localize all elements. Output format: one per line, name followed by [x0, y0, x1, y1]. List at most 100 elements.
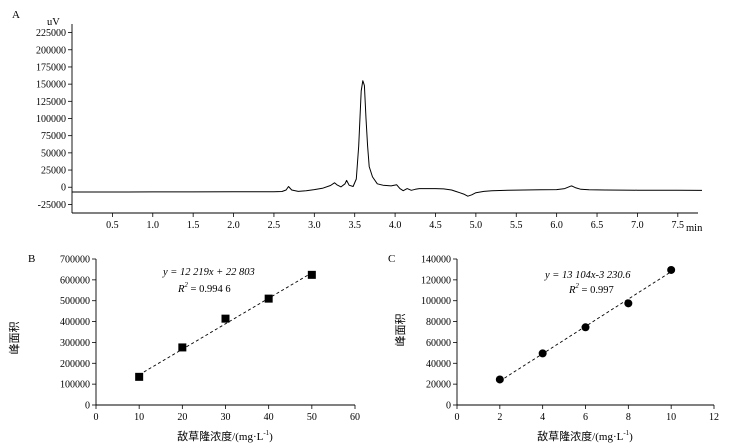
panel-c-y-tick-label: 60000: [426, 338, 451, 349]
panel-c-x-tick-label: 6: [583, 412, 588, 423]
panel-b-trendline: [138, 272, 313, 376]
panel-b-y-tick-label: 400000: [60, 317, 90, 328]
panel-b-x-tick-label: 40: [264, 412, 274, 423]
panel-c-y-tick-label: 40000: [426, 359, 451, 370]
panel-b-x-tick-label: 30: [221, 412, 231, 423]
panel-a-y-tick-label: 150000: [36, 80, 66, 91]
panel-b-r2-label: R: [177, 284, 185, 295]
panel-a-x-tick-label: 7.0: [631, 220, 644, 231]
panel-a-y-tick-label: 75000: [41, 131, 66, 142]
panel-b-trendline-line: [138, 272, 313, 376]
panel-a-x-tick-label: 6.5: [591, 220, 604, 231]
panel-c-calibration: C 140000 120000 100000 80000 60000 40000 20000…: [388, 253, 719, 443]
panel-b-calibration: B 700000 600000 500000 400000 300000 200000 10…: [8, 253, 360, 443]
panel-a-series-line: [72, 80, 703, 197]
panel-b-x-tick-label: 60: [350, 412, 360, 423]
panel-a-x-tick-label: 7.5: [672, 220, 685, 231]
panel-a-y-tick-label: 225000: [36, 28, 66, 39]
panel-c-y-tick-label: 20000: [426, 380, 451, 391]
panel-a-series: [72, 80, 703, 197]
panel-a-x-tick-label: 4.5: [429, 220, 442, 231]
panel-b-y-tick-label: 100000: [60, 380, 90, 391]
panel-a-y-tick-label: 175000: [36, 62, 66, 73]
panel-b-x-tick-label: 50: [307, 412, 317, 423]
panel-a-x-tick-label: 2.0: [227, 220, 240, 231]
panel-c-r2-sup: 2: [575, 282, 579, 290]
panel-b-label: B: [28, 253, 35, 265]
panel-a-y-tick-label: 200000: [36, 45, 66, 56]
panel-a-y-unit: uV: [47, 17, 60, 28]
panel-c-data-point: [581, 323, 590, 332]
panel-c-ylabel: 峰面积: [394, 314, 407, 347]
panel-a-x-tick-label: 5.5: [510, 220, 523, 231]
panel-b-x-tick-label: 20: [177, 412, 187, 423]
panel-c-xlabel-close: ): [629, 431, 633, 443]
panel-b-r2-value: = 0.994 6: [188, 284, 231, 295]
panel-c-data-point: [538, 349, 547, 358]
panel-c-x-tick-label: 8: [626, 412, 631, 423]
panel-b-data-point: [307, 270, 316, 279]
panel-c-xlabel-cn: 敌草隆浓度/: [537, 429, 596, 443]
panel-c-y-tick-label: 140000: [421, 255, 451, 266]
panel-a-y-tick-label: 100000: [36, 114, 66, 125]
panel-c-r2-value: = 0.997: [579, 285, 614, 296]
panel-b-xlabel-close: ): [269, 431, 273, 443]
panel-b-xlabel: 敌草隆浓度/(mg·L-1): [177, 429, 273, 443]
panel-c-equation: y = 13 104x-3 230.6: [544, 270, 631, 281]
panel-a-label: A: [12, 9, 20, 21]
panel-c-y-tick-label: 0: [446, 401, 451, 412]
panel-a-x-tick-label: 4.0: [389, 220, 402, 231]
panel-b-y-ticks: 700000 600000 500000 400000 300000 200000 1000…: [60, 255, 96, 412]
panel-a-y-tick-label: -25000: [38, 200, 66, 211]
panel-a-chromatogram: A uV min 225000 200000 175000 150000 125000 1…: [12, 9, 703, 234]
panel-c-y-tick-label: 120000: [421, 275, 451, 286]
panel-c-x-tick-label: 4: [540, 412, 545, 423]
panel-a-x-unit: min: [686, 223, 703, 234]
panel-c-x-tick-label: 2: [497, 412, 502, 423]
panel-b-y-tick-label: 300000: [60, 338, 90, 349]
panel-b-y-tick-label: 0: [85, 401, 90, 412]
panel-c-y-ticks: 140000 120000 100000 80000 60000 40000 20000 0: [421, 255, 457, 412]
panel-a-x-tick-label: 6.0: [550, 220, 563, 231]
panel-a-y-tick-label: 125000: [36, 97, 66, 108]
panel-c-xlabel-sup: -1: [623, 429, 629, 437]
panel-c-y-tick-label: 100000: [421, 296, 451, 307]
panel-a-y-ticks: 225000 200000 175000 150000 125000 100000 7500…: [36, 28, 72, 211]
panel-c-data-point: [624, 299, 633, 308]
panel-b-data-point: [264, 294, 273, 303]
panel-b-data-point: [178, 343, 187, 352]
panel-a-y-tick-label: 50000: [41, 148, 66, 159]
panel-b-y-tick-label: 200000: [60, 359, 90, 370]
panel-b-equation: y = 12 219x + 22 803: [162, 267, 255, 278]
panel-b-r2: R2 = 0.994 6: [177, 281, 231, 295]
panel-a-axes: [71, 24, 698, 214]
panel-b-y-tick-label: 700000: [60, 255, 90, 266]
panel-a-x-tick-label: 3.5: [348, 220, 361, 231]
panel-b-ylabel: 峰面积: [8, 322, 21, 355]
panel-b-xlabel-unit: (mg·L: [235, 431, 263, 443]
panel-b-points: [135, 270, 316, 381]
panel-a-x-tick-label: 1.0: [147, 220, 160, 231]
panel-b-xlabel-sup: -1: [263, 429, 269, 437]
panel-b-x-tick-label: 10: [134, 412, 144, 423]
panel-b-y-tick-label: 500000: [60, 296, 90, 307]
panel-a-x-ticks: 0.5 1.0 1.5 2.0 2.5 3.0 3.5 4.0 4.5 5.0 5.5 6.0 6.5 7…: [106, 213, 684, 231]
panel-a-x-tick-label: 5.0: [470, 220, 483, 231]
panel-a-y-tick-label: 0: [61, 183, 66, 194]
panel-c-points: [495, 265, 676, 384]
panel-a-x-tick-label: 0.5: [106, 220, 119, 231]
panel-a-y-tick-label: 25000: [41, 166, 66, 177]
panel-c-data-point: [667, 265, 676, 274]
panel-a-x-tick-label: 2.5: [268, 220, 281, 231]
panel-c-data-point: [495, 375, 504, 384]
panel-b-data-point: [135, 372, 144, 381]
panel-c-x-tick-label: 10: [666, 412, 676, 423]
panel-c-r2: R2 = 0.997: [568, 282, 614, 296]
panel-c-y-tick-label: 80000: [426, 317, 451, 328]
panel-b-xlabel-cn: 敌草隆浓度/: [177, 429, 236, 443]
panel-c-xlabel-unit: (mg·L: [595, 431, 623, 443]
panel-c-r2-label: R: [568, 285, 576, 296]
panel-c-xlabel: 敌草隆浓度/(mg·L-1): [537, 429, 633, 443]
panel-a-x-tick-label: 1.5: [187, 220, 200, 231]
